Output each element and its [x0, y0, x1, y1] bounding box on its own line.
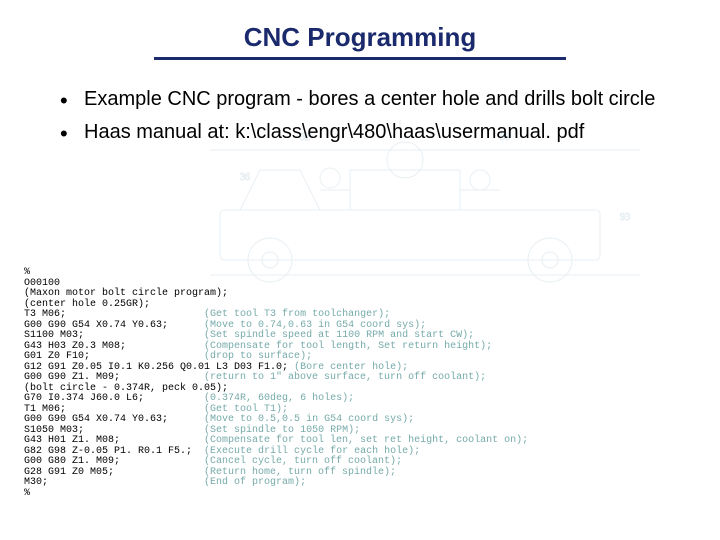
code-line: % [24, 268, 700, 279]
code-block: %O00100(Maxon motor bolt circle program)… [24, 268, 700, 499]
code-line: % [24, 489, 700, 500]
page-title: CNC Programming [154, 22, 567, 60]
bullet-list: Example CNC program - bores a center hol… [60, 86, 690, 146]
svg-text:36: 36 [240, 172, 250, 183]
list-item: Example CNC program - bores a center hol… [60, 86, 690, 113]
code-line: M30; (End of program); [24, 478, 700, 489]
svg-text:93: 93 [620, 212, 630, 223]
list-item: Haas manual at: k:\class\engr\480\haas\u… [60, 119, 690, 146]
